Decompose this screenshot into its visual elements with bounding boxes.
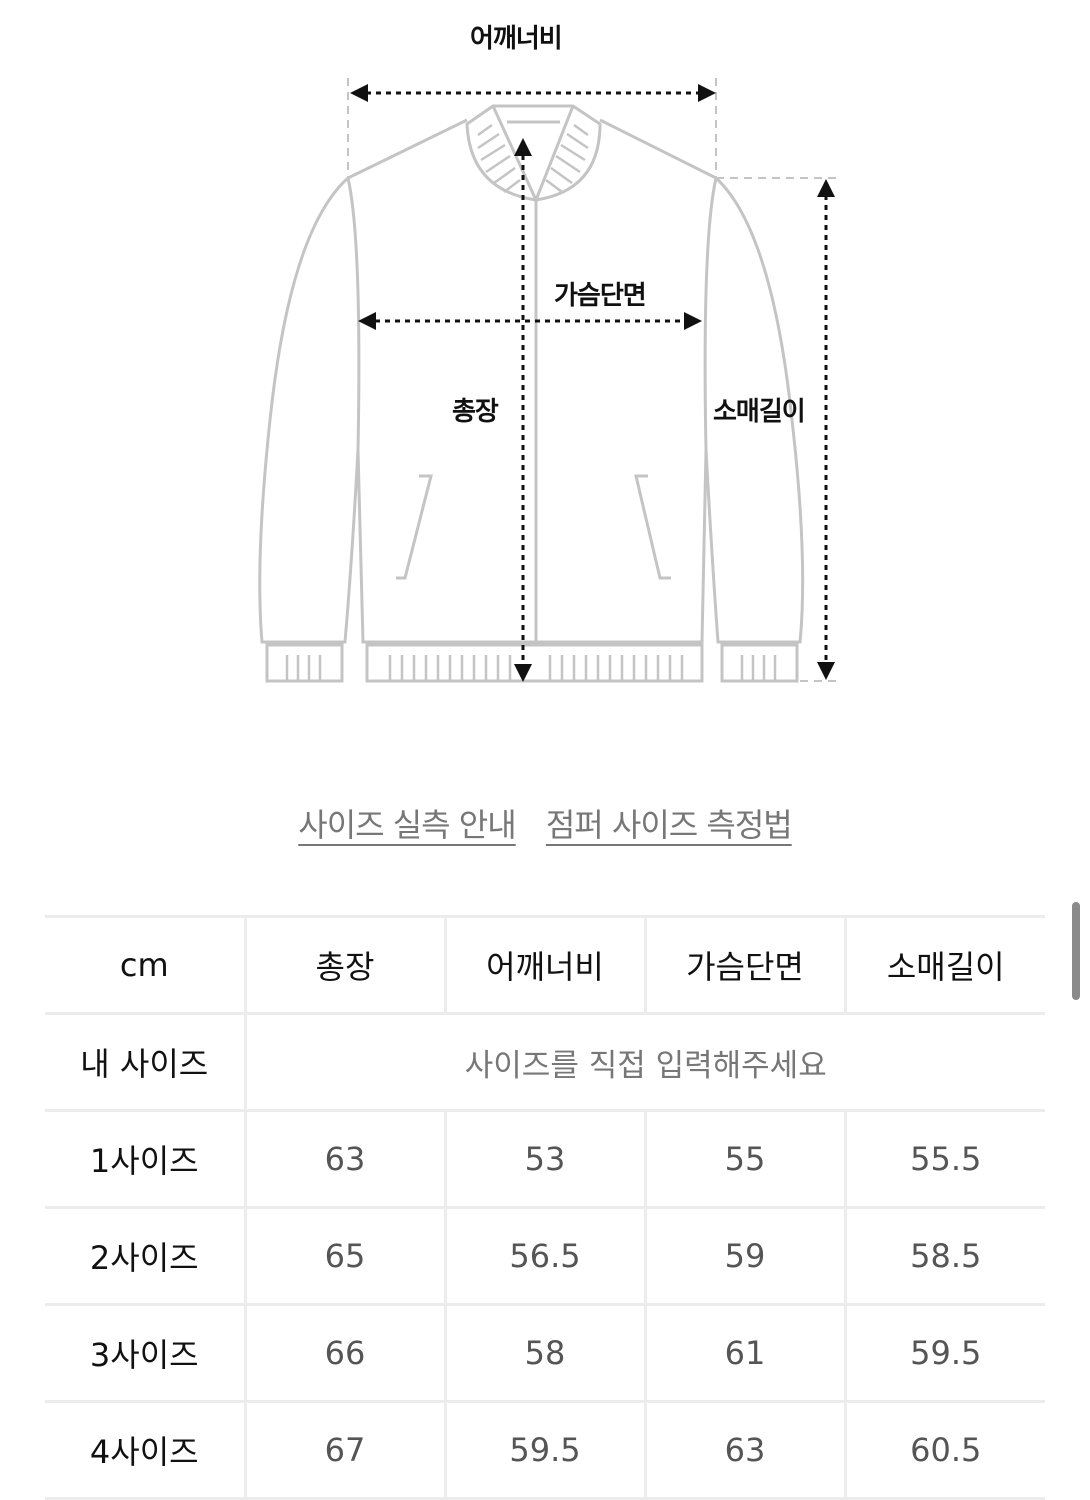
- column-header-sleeve: 소매길이: [843, 915, 1045, 1015]
- arrow-down-icon: [514, 664, 532, 682]
- my-size-input[interactable]: 사이즈를 직접 입력해주세요: [243, 1012, 1045, 1112]
- size-label: 2사이즈: [45, 1206, 247, 1306]
- sleeve-label: 소매길이: [713, 397, 806, 427]
- scrollbar[interactable]: [1072, 902, 1080, 1000]
- table-header-row: cm 총장 어깨너비 가슴단면 소매길이: [45, 915, 1045, 1015]
- length-label: 총장: [452, 397, 499, 427]
- table-cell: 59.5: [443, 1400, 647, 1500]
- table-cell: 53: [443, 1109, 647, 1209]
- size-label: 3사이즈: [45, 1303, 247, 1403]
- table-cell: 56.5: [443, 1206, 647, 1306]
- table-cell: 61: [643, 1303, 847, 1403]
- arrow-right-icon: [684, 312, 702, 330]
- arrow-left-icon: [350, 84, 368, 102]
- table-row: 3사이즈 66 58 61 59.5: [45, 1303, 1045, 1403]
- table-cell: 67: [243, 1400, 447, 1500]
- table-cell: 60.5: [843, 1400, 1045, 1500]
- column-header-length: 총장: [243, 915, 447, 1015]
- chest-label: 가슴단면: [554, 281, 647, 311]
- arrow-right-icon: [698, 84, 716, 102]
- table-cell: 66: [243, 1303, 447, 1403]
- measure-lines: [366, 91, 828, 666]
- collar-ribbing: [477, 123, 589, 193]
- arrow-up-icon: [817, 179, 835, 197]
- size-label: 1사이즈: [45, 1109, 247, 1209]
- jacket-size-diagram: [258, 78, 840, 683]
- arrow-left-icon: [358, 312, 376, 330]
- table-cell: 65: [243, 1206, 447, 1306]
- guide-links: 사이즈 실측 안내 점퍼 사이즈 측정법: [0, 800, 1090, 846]
- column-header-chest: 가슴단면: [643, 915, 847, 1015]
- unit-header: cm: [45, 915, 247, 1015]
- size-measurement-guide-link[interactable]: 사이즈 실측 안내: [298, 806, 516, 844]
- table-cell: 63: [643, 1400, 847, 1500]
- arrow-up-icon: [514, 138, 532, 156]
- table-cell: 58.5: [843, 1206, 1045, 1306]
- table-cell: 59.5: [843, 1303, 1045, 1403]
- table-cell: 59: [643, 1206, 847, 1306]
- size-table: cm 총장 어깨너비 가슴단면 소매길이 내 사이즈 사이즈를 직접 입력해주세…: [45, 915, 1045, 1500]
- my-size-label: 내 사이즈: [45, 1012, 247, 1112]
- jacket-outline: [258, 78, 840, 683]
- table-cell: 63: [243, 1109, 447, 1209]
- my-size-row: 내 사이즈 사이즈를 직접 입력해주세요: [45, 1012, 1045, 1112]
- table-row: 2사이즈 65 56.5 59 58.5: [45, 1206, 1045, 1306]
- table-cell: 55: [643, 1109, 847, 1209]
- table-row: 4사이즈 67 59.5 63 60.5: [45, 1400, 1045, 1500]
- table-cell: 55.5: [843, 1109, 1045, 1209]
- column-header-shoulder: 어깨너비: [443, 915, 647, 1015]
- table-row: 1사이즈 63 53 55 55.5: [45, 1109, 1045, 1209]
- arrow-down-icon: [817, 662, 835, 680]
- table-cell: 58: [443, 1303, 647, 1403]
- jumper-measuring-method-link[interactable]: 점퍼 사이즈 측정법: [545, 806, 793, 844]
- arrowheads: [350, 84, 835, 682]
- size-label: 4사이즈: [45, 1400, 247, 1500]
- cuff-ribbing: [285, 655, 777, 681]
- shoulder-label: 어깨너비: [470, 24, 563, 54]
